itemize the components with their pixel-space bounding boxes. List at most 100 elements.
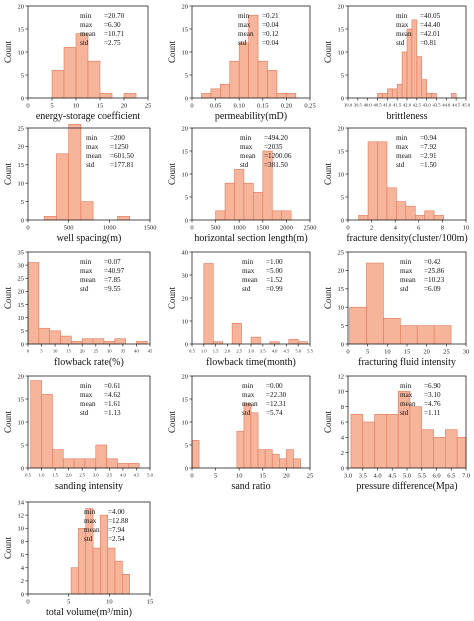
stat-value: =6.90	[424, 382, 441, 390]
stat-label: mean	[80, 276, 96, 284]
y-axis-label: Count	[323, 41, 333, 64]
histogram-svg: 39.0 39.5 40.0 40.5 41.0 41.5 42.0 42.5 43.0 43.5…	[323, 3, 471, 122]
y-tick-label: 15	[18, 396, 25, 403]
plot-frame	[27, 501, 151, 595]
y-tick-label: 5	[341, 194, 344, 201]
y-tick-label: 2	[21, 578, 24, 585]
histogram-bar	[387, 88, 393, 99]
stat-value: =601.50	[110, 152, 134, 160]
histogram-bar	[367, 141, 378, 221]
y-tick-label: 5	[185, 194, 188, 201]
stat-value: =42.01	[420, 30, 441, 38]
stat-value: =5.00	[266, 267, 283, 275]
stat-value: =12.31	[266, 400, 287, 408]
x-tick-label: 39.5	[354, 103, 363, 108]
stat-value: =2035	[264, 143, 283, 151]
x-tick-label: 45	[148, 349, 153, 354]
x-tick-label: 44.5	[452, 103, 461, 108]
histogram-bar	[416, 325, 435, 345]
histogram-bar	[210, 88, 221, 99]
stat-label: mean	[242, 276, 258, 284]
histogram-bar	[276, 93, 287, 99]
y-tick-label: 6	[21, 552, 25, 559]
x-tick-label: 5	[67, 599, 70, 606]
x-tick-label: 30	[463, 349, 470, 356]
histogram-bar	[377, 141, 388, 221]
histogram-bar	[383, 317, 401, 345]
y-tick-label: 10	[182, 171, 189, 178]
x-tick-label: 2000	[280, 225, 293, 232]
stat-value: =1.11	[424, 409, 441, 417]
stat-label: min	[396, 12, 408, 20]
x-tick-label: 15	[404, 349, 411, 356]
x-axis-label: total volume(m³/min)	[46, 607, 132, 618]
x-tick-label: 0	[346, 225, 349, 232]
stat-label: std	[80, 409, 89, 417]
plot-frame	[27, 251, 151, 345]
stat-label: std	[80, 285, 89, 293]
y-tick-label: 20	[338, 3, 345, 10]
x-tick-label: 39.0	[344, 103, 353, 108]
x-tick-label: 25	[443, 349, 450, 356]
y-axis-label: Count	[3, 537, 13, 560]
histogram-svg: 0.5 1.0 1.5 2.0 2.5 3.0 3.5 4.0 4.5 5.0 5.5 0 10 20 30…	[167, 249, 314, 368]
x-tick-label: 0.10	[234, 103, 245, 110]
stat-value: =0.07	[104, 258, 121, 266]
stat-label: min	[238, 12, 250, 20]
y-tick-label: 20	[338, 125, 345, 132]
y-tick-label: 8	[21, 539, 24, 546]
x-tick-label: 5.0	[147, 473, 153, 478]
histogram-bar	[433, 325, 452, 345]
stat-value: =0.04	[262, 39, 279, 47]
stat-value: =5.74	[266, 409, 283, 417]
stat-value: =2.91	[420, 152, 437, 160]
stat-label: mean	[238, 30, 254, 38]
x-tick-label: 6.0	[432, 473, 440, 480]
x-tick-label: 10	[53, 349, 58, 354]
y-tick-label: 10	[182, 49, 189, 56]
y-tick-label: 25	[18, 276, 25, 283]
histogram-bar	[374, 414, 387, 469]
stat-value: =7.85	[104, 276, 121, 284]
histogram-bar	[358, 215, 369, 221]
histogram-bar	[281, 210, 292, 221]
x-tick-label: 1.5	[52, 473, 58, 478]
histogram-bar	[250, 412, 259, 469]
stat-value: =25.86	[424, 267, 445, 275]
histogram-bar	[350, 414, 364, 469]
histogram-bar	[41, 394, 53, 469]
y-tick-label: 20	[182, 3, 189, 10]
x-axis-label: sand ratio	[231, 481, 270, 492]
y-tick-label: 0	[185, 95, 188, 102]
x-axis-label: pressure difference(Mpa)	[356, 481, 457, 492]
histogram-bar	[401, 51, 408, 99]
stat-value: =1.00	[266, 258, 283, 266]
stat-value: =10.23	[424, 276, 445, 284]
histogram-bar	[30, 380, 42, 469]
x-tick-label: 1000	[233, 225, 246, 232]
histogram-bar	[68, 124, 82, 221]
y-tick-label: 20	[182, 373, 189, 380]
histogram-svg: 0 2 4 6 8 10 0 5 10 15 20 fracture density(cluster/…	[323, 125, 469, 244]
y-tick-label: 15	[338, 26, 345, 33]
x-tick-label: 5.0	[295, 349, 301, 354]
x-tick-label: 0	[26, 599, 29, 606]
stat-value: =2.75	[104, 39, 121, 47]
stat-label: mean	[80, 400, 96, 408]
stat-value: =1.52	[266, 276, 283, 284]
histogram-panel: 0.5 1.0 1.5 2.0 2.5 3.0 3.5 4.0 4.5 5.0 5.5 0 10 20 30…	[162, 246, 318, 370]
histogram-bar	[80, 201, 94, 221]
stat-label: std	[86, 161, 95, 169]
y-tick-label: 15	[338, 148, 345, 155]
y-axis-label: Count	[3, 411, 13, 434]
y-tick-label: 0	[185, 217, 188, 224]
stat-label: std	[242, 285, 251, 293]
x-tick-label: 40.5	[373, 103, 382, 108]
x-tick-label: 2.5	[79, 473, 85, 478]
histogram-bar	[99, 93, 113, 99]
x-tick-label: 1.0	[39, 473, 45, 478]
stat-value: =3.10	[424, 391, 441, 399]
x-tick-label: 4.5	[284, 349, 290, 354]
y-tick-label: 15	[182, 26, 189, 33]
